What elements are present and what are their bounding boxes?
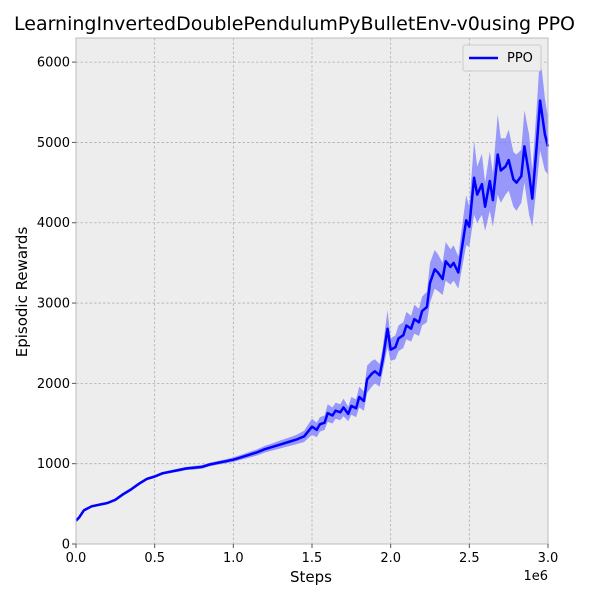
y-axis-label: Episodic Rewards	[13, 227, 31, 358]
x-axis-label: Steps	[290, 568, 332, 586]
y-tick-label: 0	[62, 538, 70, 553]
x-tick-label: 2.5	[459, 551, 480, 566]
y-tick-label: 2000	[37, 377, 70, 392]
x-tick-label: 2.0	[380, 551, 401, 566]
y-axis: 0 1000 2000 3000 4000 5000 6000	[37, 56, 76, 553]
x-tick-label: 1.5	[302, 551, 323, 566]
legend: PPO	[462, 44, 542, 72]
x-tick-label: 1.0	[223, 551, 244, 566]
x-axis-offset-label: 1e6	[523, 569, 548, 584]
chart-title: LearningInvertedDoublePendulumPyBulletEn…	[14, 13, 575, 35]
x-tick-label: 0.5	[144, 551, 165, 566]
y-tick-label: 5000	[37, 136, 70, 151]
x-tick-label: 3.0	[538, 551, 559, 566]
series-line	[75, 99, 550, 522]
y-tick-label: 3000	[37, 297, 70, 312]
legend-label: PPO	[507, 51, 533, 66]
y-tick-label: 1000	[37, 457, 70, 472]
y-tick-label: 6000	[37, 56, 70, 71]
y-tick-label: 4000	[37, 216, 70, 231]
x-tick-label: 0.0	[66, 551, 87, 566]
legend-box	[462, 44, 542, 72]
plot-area	[75, 37, 550, 545]
x-axis: 0.0 0.5 1.0 1.5 2.0 2.5 3.0	[66, 544, 559, 566]
